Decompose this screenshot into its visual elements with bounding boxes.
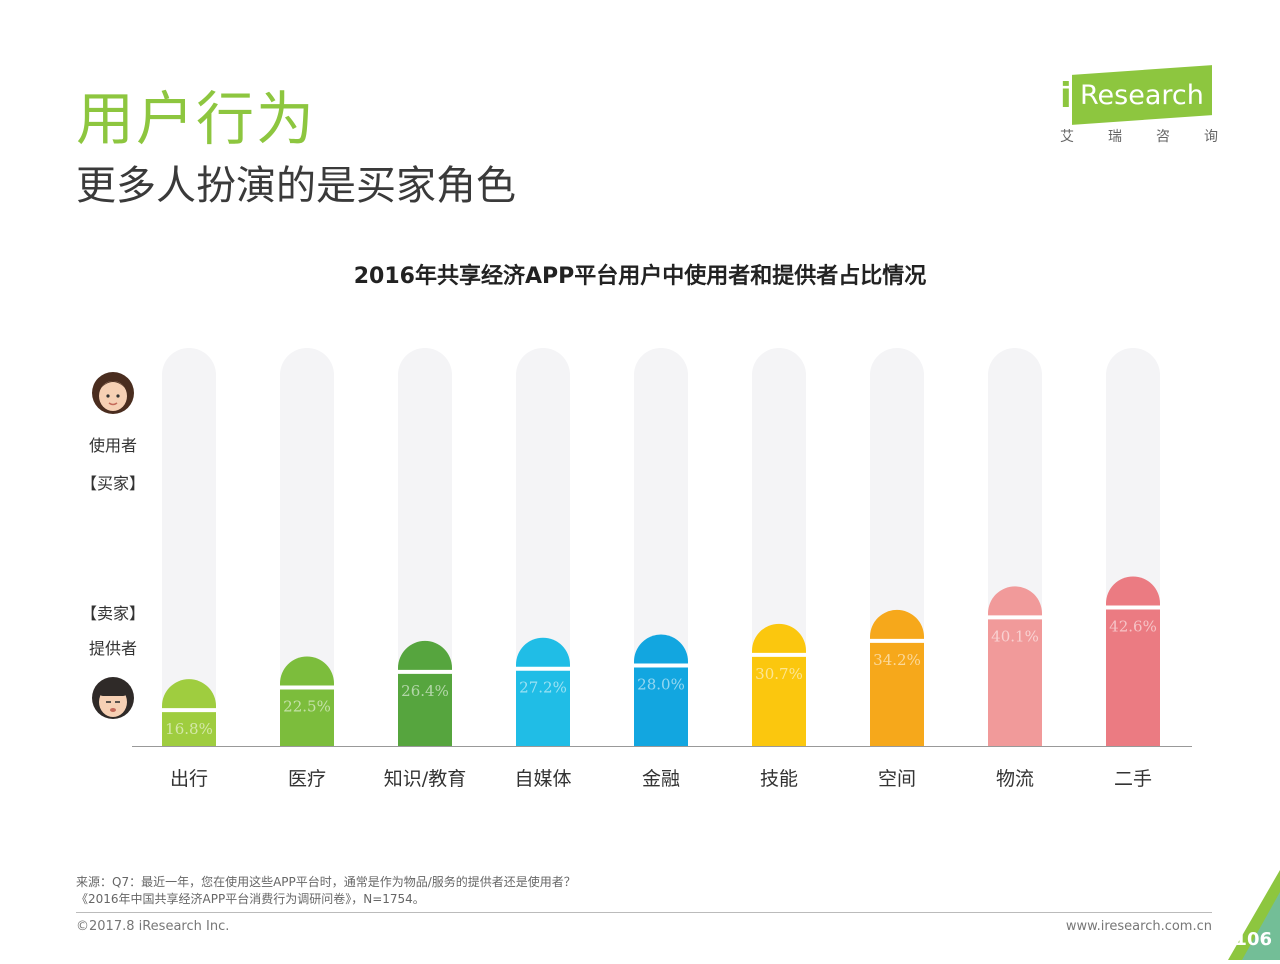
logo-cn-char: 咨 bbox=[1156, 129, 1170, 145]
axis-top-label: 使用者 bbox=[88, 436, 137, 455]
category-label: 医疗 bbox=[288, 768, 326, 790]
category-labels: 出行 医疗 知识/教育 自媒体 金融 技能 空间 物流 二手 bbox=[170, 768, 1152, 790]
source-note: 来源：Q7：最近一年，您在使用这些APP平台时，通常是作为物品/服务的提供者还是… bbox=[76, 874, 576, 908]
bar bbox=[398, 640, 452, 746]
logo-cn-char: 询 bbox=[1204, 129, 1218, 145]
axis-bottom-role: 【卖家】 bbox=[80, 604, 145, 623]
bar-track bbox=[280, 348, 334, 746]
axis-bottom-label: 提供者 bbox=[88, 639, 137, 658]
chart-title: 2016年共享经济APP平台用户中使用者和提供者占比情况 bbox=[353, 264, 927, 289]
bar bbox=[988, 586, 1042, 746]
logo-cn-text: 艾 瑞 咨 询 bbox=[1060, 126, 1218, 146]
left-axis: 使用者 【买家】 【卖家】 提供者 bbox=[70, 360, 160, 740]
category-label: 技能 bbox=[760, 768, 798, 790]
bar-value-label: 27.2% bbox=[519, 679, 567, 697]
source-line-1: 来源：Q7：最近一年，您在使用这些APP平台时，通常是作为物品/服务的提供者还是… bbox=[76, 875, 576, 889]
corner-badge: 106 bbox=[1228, 870, 1280, 960]
bar bbox=[870, 609, 924, 746]
axis-top-role: 【买家】 bbox=[80, 474, 145, 493]
iresearch-logo: Research i 艾 瑞 咨 询 bbox=[1058, 65, 1218, 150]
bar-value-label: 40.1% bbox=[991, 627, 1039, 645]
category-label: 自媒体 bbox=[514, 768, 571, 790]
bar-value-label: 22.5% bbox=[283, 697, 331, 715]
category-label: 空间 bbox=[878, 768, 916, 790]
bar-value-label: 42.6% bbox=[1109, 617, 1157, 635]
bar bbox=[634, 634, 688, 746]
category-label: 二手 bbox=[1114, 768, 1152, 790]
copyright: ©2017.8 iResearch Inc. bbox=[76, 919, 230, 934]
category-label: 金融 bbox=[642, 768, 680, 790]
category-label: 知识/教育 bbox=[384, 768, 466, 790]
category-label: 出行 bbox=[170, 768, 208, 790]
bar-track bbox=[162, 348, 216, 746]
logo-i-mark: i bbox=[1060, 76, 1072, 116]
source-line-2: 《2016年中国共享经济APP平台消费行为调研问卷》，N=1754。 bbox=[76, 892, 425, 906]
bar bbox=[162, 679, 216, 746]
footer-divider bbox=[76, 912, 1212, 913]
bar-value-label: 26.4% bbox=[401, 682, 449, 700]
page-title: 用户行为 bbox=[76, 85, 317, 153]
bar bbox=[1106, 576, 1160, 746]
girl-face-icon bbox=[92, 677, 134, 719]
page-subtitle: 更多人扮演的是买家角色 bbox=[76, 163, 516, 209]
logo-cn-char: 艾 bbox=[1060, 129, 1074, 145]
bar bbox=[280, 656, 334, 746]
corner-triangle bbox=[1228, 870, 1280, 960]
value-labels: 16.8% 22.5% 26.4% 27.2% 28.0% 30.7% 34.2% 40.1%… bbox=[165, 617, 1157, 738]
bar bbox=[516, 637, 570, 746]
bar-series bbox=[162, 576, 1160, 746]
bar-value-label: 28.0% bbox=[637, 676, 685, 694]
category-label: 物流 bbox=[996, 768, 1034, 790]
bar bbox=[752, 623, 806, 746]
woman-face-icon bbox=[92, 372, 134, 414]
website-url: www.iresearch.com.cn bbox=[1065, 919, 1212, 934]
bar-value-label: 34.2% bbox=[873, 651, 921, 669]
logo-cn-char: 瑞 bbox=[1108, 129, 1122, 145]
bar-value-label: 30.7% bbox=[755, 665, 803, 683]
bar-value-label: 16.8% bbox=[165, 720, 213, 738]
page-number: 106 bbox=[1234, 929, 1272, 950]
